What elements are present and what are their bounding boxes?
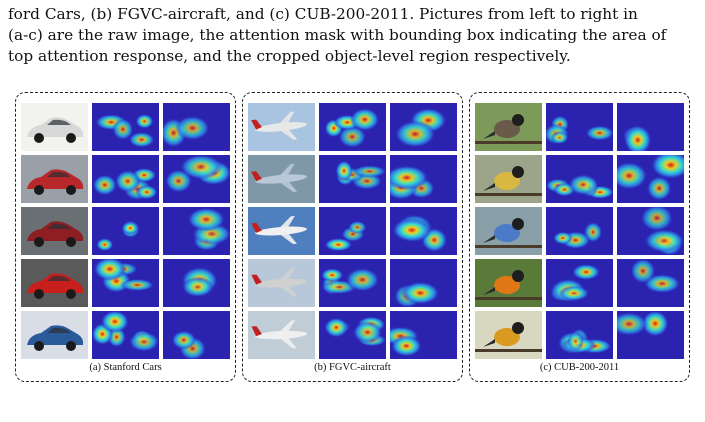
caption-line: top attention response, and the cropped …	[8, 47, 571, 65]
attention-mask	[319, 155, 386, 203]
raw-image	[475, 155, 542, 203]
cropped-region	[617, 259, 684, 307]
attention-mask	[546, 207, 613, 255]
attention-mask	[546, 311, 613, 359]
panel-label: (b) FGVC-aircraft	[314, 362, 391, 373]
raw-image	[21, 103, 88, 151]
attention-mask	[546, 155, 613, 203]
raw-image	[21, 311, 88, 359]
panel-stanford-cars: (a) Stanford Cars	[15, 92, 236, 382]
panel-label: (c) CUB-200-2011	[539, 362, 620, 373]
panel-cub-200-2011: (c) CUB-200-2011	[469, 92, 690, 382]
cropped-region	[163, 259, 230, 307]
attention-mask	[319, 259, 386, 307]
raw-image	[248, 103, 315, 151]
raw-image	[248, 207, 315, 255]
cropped-region	[617, 103, 684, 151]
attention-mask	[546, 103, 613, 151]
attention-mask	[319, 207, 386, 255]
attention-mask	[546, 259, 613, 307]
panel-label: (a) Stanford Cars	[89, 362, 162, 373]
raw-image	[475, 311, 542, 359]
cropped-region	[390, 155, 457, 203]
raw-image	[21, 207, 88, 255]
cropped-region	[390, 207, 457, 255]
attention-mask	[92, 103, 159, 151]
figure-caption: ford Cars, (b) FGVC-aircraft, and (c) CU…	[8, 4, 698, 67]
raw-image	[475, 207, 542, 255]
raw-image	[248, 259, 315, 307]
cropped-region	[617, 155, 684, 203]
attention-mask	[319, 103, 386, 151]
raw-image	[248, 155, 315, 203]
cropped-region	[163, 207, 230, 255]
attention-mask	[92, 259, 159, 307]
raw-image	[475, 103, 542, 151]
attention-mask	[92, 207, 159, 255]
raw-image	[21, 155, 88, 203]
attention-mask	[92, 311, 159, 359]
panel-fgvc-aircraft: (b) FGVC-aircraft	[242, 92, 463, 382]
raw-image	[475, 259, 542, 307]
attention-mask	[92, 155, 159, 203]
cropped-region	[390, 311, 457, 359]
raw-image	[21, 259, 88, 307]
cropped-region	[390, 259, 457, 307]
cropped-region	[163, 155, 230, 203]
cropped-region	[163, 311, 230, 359]
cropped-region	[617, 311, 684, 359]
raw-image	[248, 311, 315, 359]
cropped-region	[390, 103, 457, 151]
cropped-region	[617, 207, 684, 255]
attention-mask	[319, 311, 386, 359]
caption-line: (a-c) are the raw image, the attention m…	[8, 26, 667, 44]
cropped-region	[163, 103, 230, 151]
caption-line: ford Cars, (b) FGVC-aircraft, and (c) CU…	[8, 5, 638, 23]
